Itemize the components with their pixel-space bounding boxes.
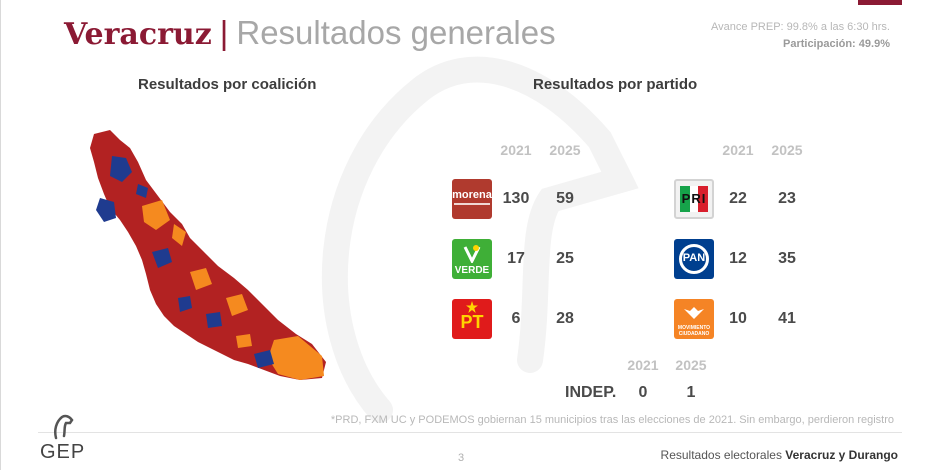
state-name: Veracruz [64, 17, 212, 52]
pri-white-band [690, 186, 698, 212]
map-region-mc-6 [236, 334, 252, 348]
toucan-icon [463, 245, 481, 263]
gep-logo: GEP [40, 414, 88, 464]
horse-head-icon [54, 414, 74, 440]
star-icon [466, 301, 478, 313]
gep-logo-text: GEP [40, 441, 86, 463]
map-region-main [90, 130, 326, 380]
participacion-text: Participación: 49.9% [711, 36, 890, 53]
morena-2021-value: 130 [502, 190, 530, 207]
top-accent-tab [858, 0, 902, 5]
pan-logo-ring [679, 244, 709, 274]
morena-logo-text: morena [452, 189, 492, 201]
pri-logo-text: PRI [681, 191, 707, 206]
mc-2025-value: 41 [778, 310, 796, 327]
coalition-section-title: Resultados por coalición [138, 76, 317, 93]
footnote: *PRD, FXM UC y PODEMOS gobiernan 15 muni… [330, 414, 894, 426]
title-separator: | [219, 14, 229, 51]
indep-year-2025: 2025 [675, 357, 707, 373]
map-region-mc-5 [268, 336, 324, 380]
pan-2025-value: 35 [778, 250, 796, 267]
left-year-2025: 2025 [549, 142, 581, 158]
verde-2021-value: 17 [507, 250, 525, 267]
map-region-pan-2 [96, 198, 116, 222]
map-region-pan-1 [110, 156, 132, 182]
verde-logo-icon: VERDE [452, 239, 492, 279]
movimiento-ciudadano-logo-icon: MOVIMIENTO CIUDADANO [674, 299, 714, 339]
eagle-icon [684, 307, 704, 319]
verde-logo-text: VERDE [454, 265, 490, 276]
pri-2021-value: 22 [729, 190, 747, 207]
participacion-value: 49.9% [858, 38, 890, 50]
pri-green-band [680, 186, 690, 212]
participacion-label: Participación: [782, 38, 856, 50]
indep-label: INDEP. [565, 384, 617, 401]
right-year-2021: 2021 [722, 142, 754, 158]
map-region-pan-7 [254, 350, 274, 368]
map-region-pan-4 [152, 248, 172, 268]
prep-meta: Avance PREP: 99.8% a las 6:30 hrs. Parti… [711, 19, 890, 53]
footer-caption: Resultados electorales Veracruz y Durang… [661, 448, 898, 462]
map-region-mc-2 [172, 224, 186, 246]
pri-logo-icon: PRI [674, 179, 714, 219]
page-title: Veracruz | Resultados generales [64, 14, 556, 52]
morena-logo-icon: morena [452, 179, 492, 219]
map-region-mc-1 [142, 200, 170, 230]
morena-2025-value: 59 [556, 190, 574, 207]
pri-red-band [698, 186, 708, 212]
avance-text: Avance PREP: 99.8% a las 6:30 hrs. [711, 21, 890, 33]
veracruz-map [90, 130, 326, 380]
map-region-pan-5 [178, 296, 192, 312]
title-subtitle: Resultados generales [236, 14, 556, 51]
footer-divider [38, 432, 902, 433]
indep-2025-value: 1 [686, 384, 696, 401]
pt-logo-text: PT [460, 312, 484, 332]
pt-2025-value: 28 [556, 310, 574, 327]
indep-2021-value: 0 [638, 384, 648, 401]
pri-2025-value: 23 [778, 190, 796, 207]
map-region-mc-4 [226, 294, 248, 316]
pt-2021-value: 6 [511, 310, 521, 327]
map-region-mc-3 [190, 268, 212, 290]
right-year-2025: 2025 [771, 142, 803, 158]
pt-logo-icon: PT [452, 299, 492, 339]
page-number: 3 [458, 452, 465, 464]
pan-logo-icon: PAN [674, 239, 714, 279]
verde-2025-value: 25 [556, 250, 574, 267]
pan-logo-text: PAN [682, 252, 706, 264]
pan-2021-value: 12 [729, 250, 747, 267]
footer-caption-prefix: Resultados electorales [660, 448, 786, 462]
morena-logo-underline [454, 203, 490, 205]
map-region-pan-3 [136, 184, 148, 198]
mc-2021-value: 10 [729, 310, 747, 327]
left-year-2021: 2021 [500, 142, 532, 158]
mc-logo-text: MOVIMIENTO CIUDADANO [677, 325, 711, 337]
footer-caption-bold: Veracruz y Durango [785, 448, 898, 462]
indep-year-2021: 2021 [627, 357, 659, 373]
party-section-title: Resultados por partido [533, 76, 698, 93]
map-region-pan-6 [206, 312, 222, 328]
